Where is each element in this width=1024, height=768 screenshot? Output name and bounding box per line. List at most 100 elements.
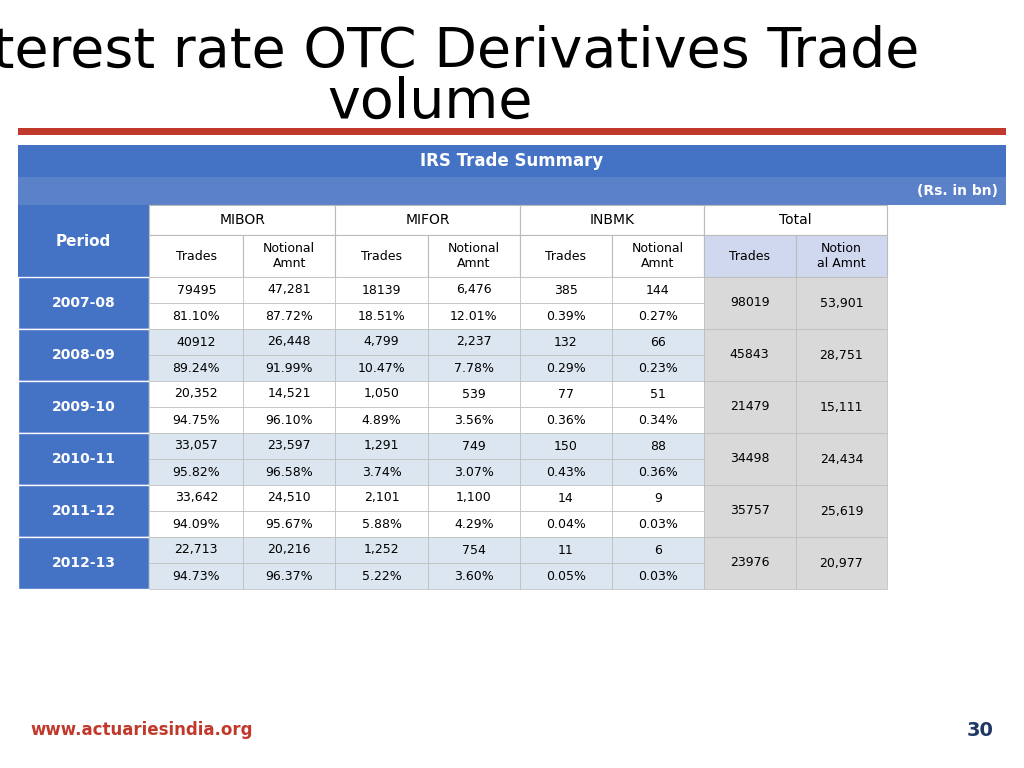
Bar [150, 235, 244, 277]
Text: 2007-08: 2007-08 [52, 296, 116, 310]
Bar [150, 205, 335, 235]
Bar [611, 459, 703, 485]
Text: 2,237: 2,237 [456, 336, 492, 349]
Bar [703, 485, 796, 537]
Text: 2010-11: 2010-11 [51, 452, 116, 466]
Text: 0.39%: 0.39% [546, 310, 586, 323]
Text: 10.47%: 10.47% [357, 362, 406, 375]
Bar [796, 277, 888, 329]
Text: 4.29%: 4.29% [455, 518, 494, 531]
Text: 385: 385 [554, 283, 578, 296]
Text: Trades: Trades [361, 250, 402, 263]
Text: 0.36%: 0.36% [546, 413, 586, 426]
Text: 7.78%: 7.78% [454, 362, 494, 375]
Text: volume: volume [328, 76, 532, 130]
Bar [150, 433, 244, 459]
Text: 2,101: 2,101 [364, 492, 399, 505]
Bar [428, 433, 520, 459]
Bar [520, 485, 611, 511]
Text: 1,100: 1,100 [456, 492, 492, 505]
Bar [244, 329, 335, 355]
Bar [520, 459, 611, 485]
Bar [520, 563, 611, 589]
Text: 23,597: 23,597 [267, 439, 311, 452]
Bar [520, 511, 611, 537]
Text: Notional
Amnt: Notional Amnt [263, 242, 315, 270]
Bar [244, 563, 335, 589]
Text: Trades: Trades [546, 250, 587, 263]
Bar [150, 303, 244, 329]
Text: 2012-13: 2012-13 [51, 556, 116, 570]
Bar [796, 537, 888, 589]
Bar [18, 205, 150, 277]
Text: 0.03%: 0.03% [638, 518, 678, 531]
Bar [244, 355, 335, 381]
Text: 749: 749 [462, 439, 485, 452]
Text: 11: 11 [558, 544, 573, 557]
Bar [703, 381, 796, 433]
Text: 28,751: 28,751 [819, 349, 863, 362]
Bar [335, 205, 520, 235]
Text: 23976: 23976 [730, 557, 769, 570]
Text: 53,901: 53,901 [819, 296, 863, 310]
Text: IRS Trade Summary: IRS Trade Summary [421, 152, 603, 170]
Text: 88: 88 [650, 439, 666, 452]
Text: 1,050: 1,050 [364, 388, 399, 400]
Text: (Rs. in bn): (Rs. in bn) [918, 184, 998, 198]
Bar [796, 433, 888, 485]
Text: 81.10%: 81.10% [172, 310, 220, 323]
Text: 20,352: 20,352 [174, 388, 218, 400]
Text: 40912: 40912 [176, 336, 216, 349]
Text: 6,476: 6,476 [456, 283, 492, 296]
Text: 25,619: 25,619 [820, 505, 863, 518]
Text: 3.74%: 3.74% [361, 465, 401, 478]
Bar [611, 537, 703, 563]
Text: 0.27%: 0.27% [638, 310, 678, 323]
Bar [428, 485, 520, 511]
Bar [335, 511, 428, 537]
Text: 94.09%: 94.09% [172, 518, 220, 531]
Text: 33,642: 33,642 [175, 492, 218, 505]
Bar [611, 563, 703, 589]
Text: Trades: Trades [176, 250, 217, 263]
Bar [335, 407, 428, 433]
Text: Interest rate OTC Derivatives Trade: Interest rate OTC Derivatives Trade [0, 25, 920, 79]
Text: Notion
al Amnt: Notion al Amnt [817, 242, 866, 270]
Text: 1,291: 1,291 [364, 439, 399, 452]
Bar [611, 511, 703, 537]
Text: 12.01%: 12.01% [451, 310, 498, 323]
Bar [611, 433, 703, 459]
Text: www.actuariesindia.org: www.actuariesindia.org [30, 721, 253, 739]
Text: 66: 66 [650, 336, 666, 349]
Text: 33,057: 33,057 [174, 439, 218, 452]
Text: 15,111: 15,111 [820, 400, 863, 413]
Bar [150, 537, 244, 563]
Bar [520, 235, 611, 277]
Text: 22,713: 22,713 [174, 544, 218, 557]
Text: 1,252: 1,252 [364, 544, 399, 557]
Bar [150, 329, 244, 355]
Bar [150, 563, 244, 589]
Text: 4.89%: 4.89% [361, 413, 401, 426]
Bar [611, 407, 703, 433]
Text: 94.75%: 94.75% [172, 413, 220, 426]
Text: 2009-10: 2009-10 [52, 400, 116, 414]
Text: 26,448: 26,448 [267, 336, 311, 349]
Text: 77: 77 [558, 388, 573, 400]
Bar [428, 235, 520, 277]
Bar [18, 537, 150, 589]
Bar [335, 537, 428, 563]
Bar [335, 459, 428, 485]
Bar [520, 537, 611, 563]
Text: 45843: 45843 [730, 349, 769, 362]
Bar [520, 277, 611, 303]
Text: 34498: 34498 [730, 452, 769, 465]
Bar [703, 235, 796, 277]
Bar [335, 433, 428, 459]
Bar [428, 303, 520, 329]
Text: 24,434: 24,434 [820, 452, 863, 465]
Bar [428, 381, 520, 407]
Text: 95.67%: 95.67% [265, 518, 313, 531]
Text: MIFOR: MIFOR [406, 213, 450, 227]
Text: 4,799: 4,799 [364, 336, 399, 349]
